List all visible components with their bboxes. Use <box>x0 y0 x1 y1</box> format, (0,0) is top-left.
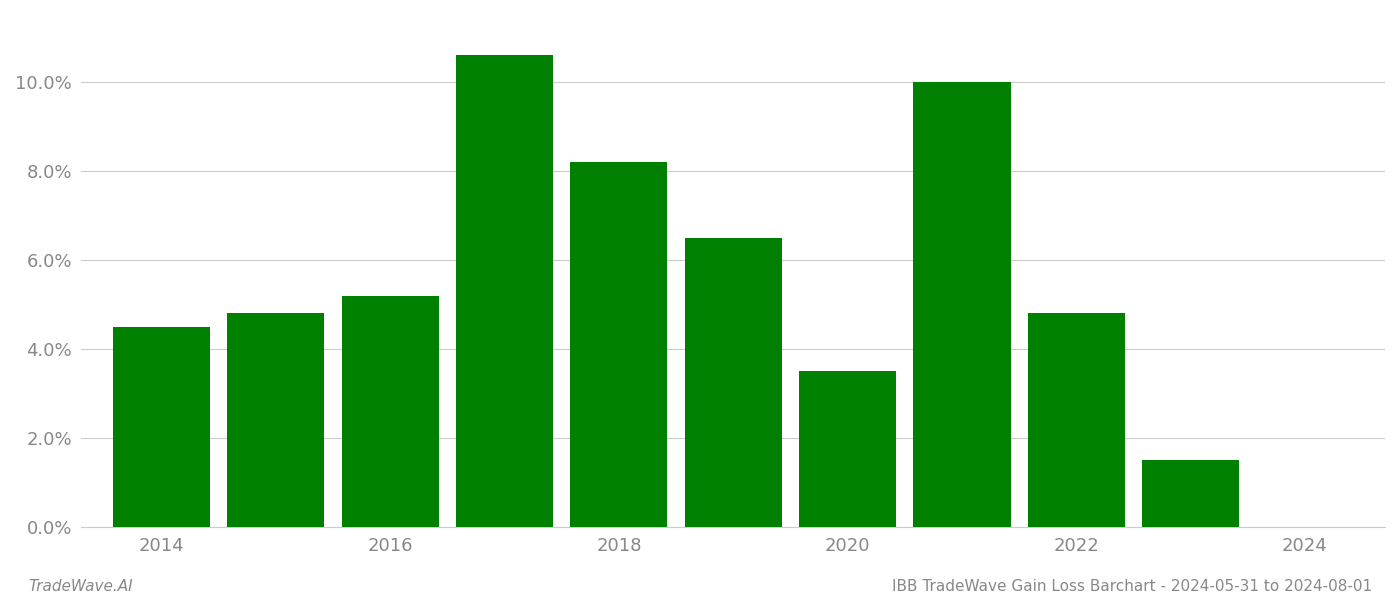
Bar <box>799 371 896 527</box>
Bar <box>227 313 325 527</box>
Bar <box>342 296 438 527</box>
Bar <box>570 162 668 527</box>
Bar <box>456 55 553 527</box>
Bar <box>1028 313 1124 527</box>
Bar <box>113 327 210 527</box>
Bar <box>685 238 781 527</box>
Bar <box>1142 460 1239 527</box>
Bar <box>913 82 1011 527</box>
Text: TradeWave.AI: TradeWave.AI <box>28 579 133 594</box>
Text: IBB TradeWave Gain Loss Barchart - 2024-05-31 to 2024-08-01: IBB TradeWave Gain Loss Barchart - 2024-… <box>892 579 1372 594</box>
